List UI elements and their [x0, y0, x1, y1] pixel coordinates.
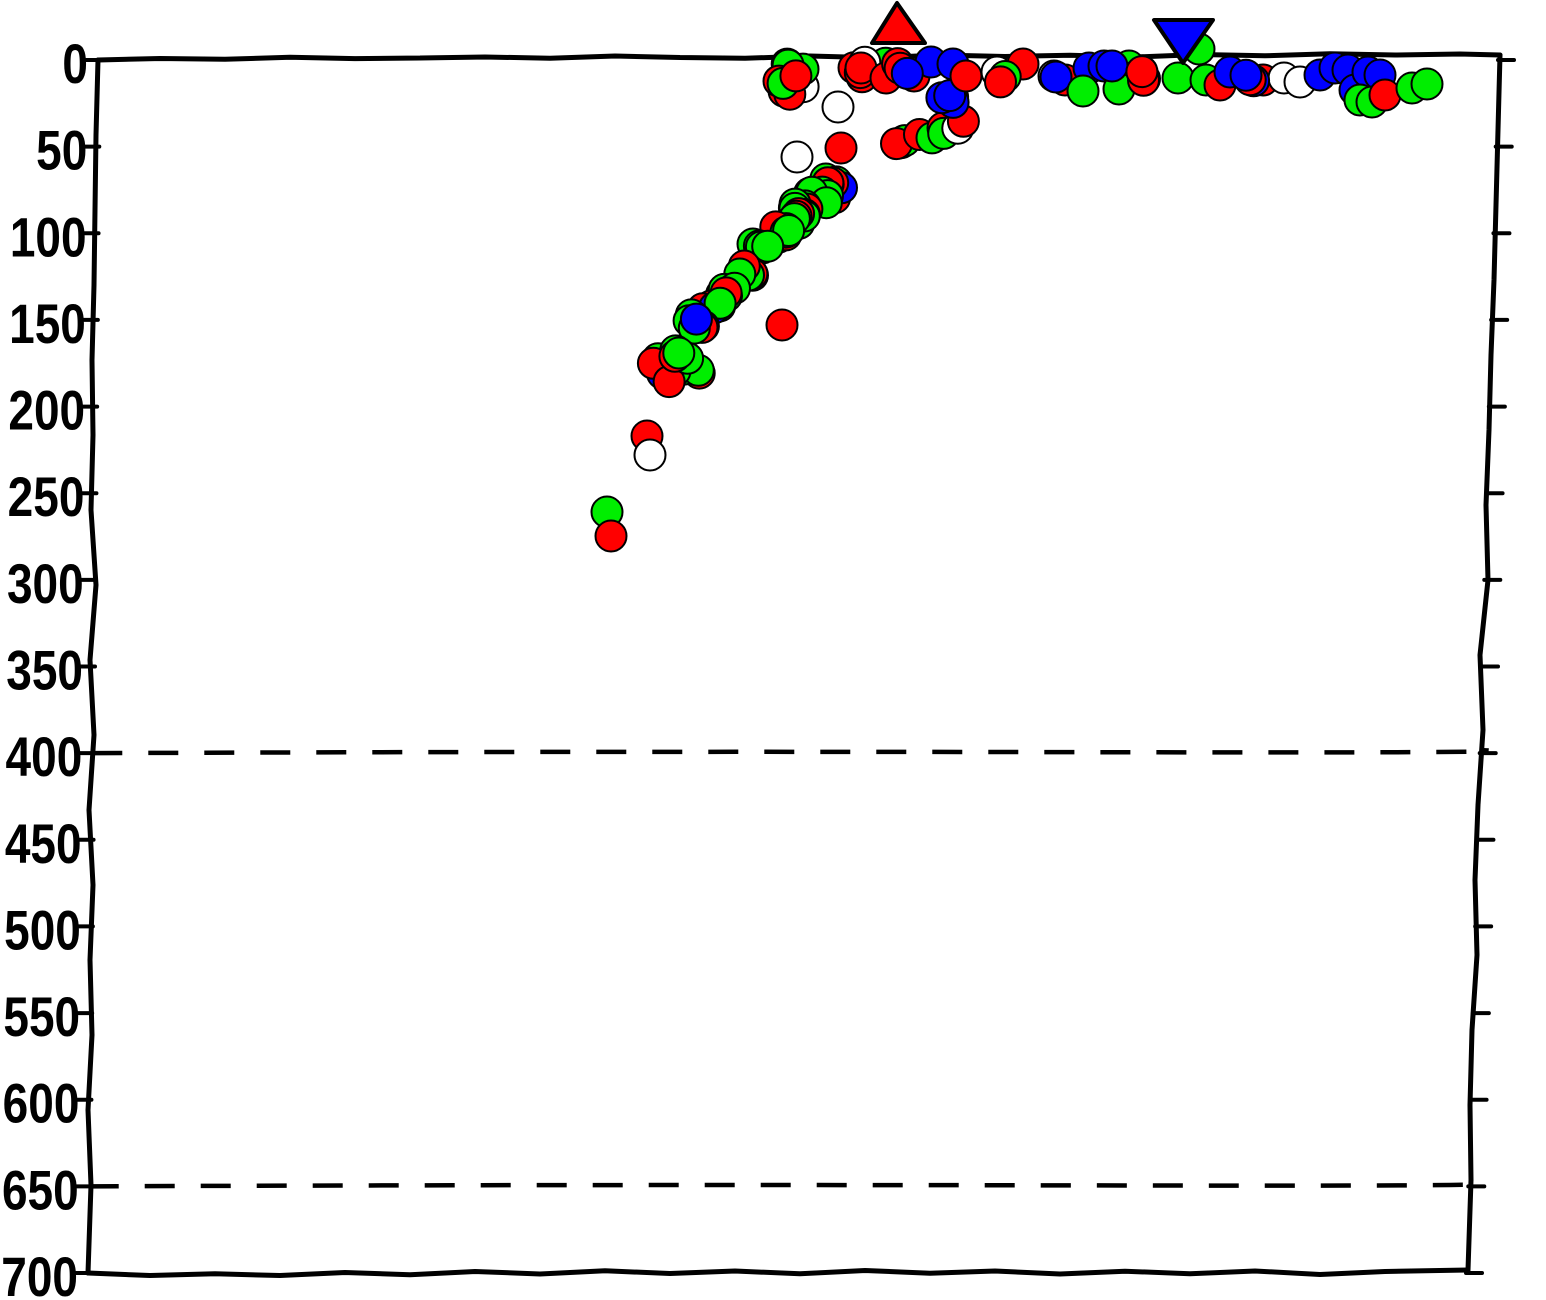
svg-text:500: 500 [4, 899, 81, 961]
svg-text:350: 350 [6, 639, 83, 701]
svg-text:700: 700 [1, 1246, 78, 1300]
svg-text:150: 150 [9, 293, 86, 355]
svg-text:0: 0 [62, 33, 88, 95]
svg-text:400: 400 [6, 726, 83, 788]
svg-text:450: 450 [5, 813, 82, 875]
svg-text:50: 50 [36, 119, 87, 181]
svg-text:550: 550 [3, 986, 80, 1048]
svg-text:250: 250 [8, 466, 85, 528]
svg-text:300: 300 [7, 553, 84, 615]
svg-text:100: 100 [10, 206, 87, 268]
svg-text:650: 650 [2, 1159, 79, 1221]
svg-text:600: 600 [3, 1072, 80, 1134]
svg-text:200: 200 [8, 379, 85, 441]
